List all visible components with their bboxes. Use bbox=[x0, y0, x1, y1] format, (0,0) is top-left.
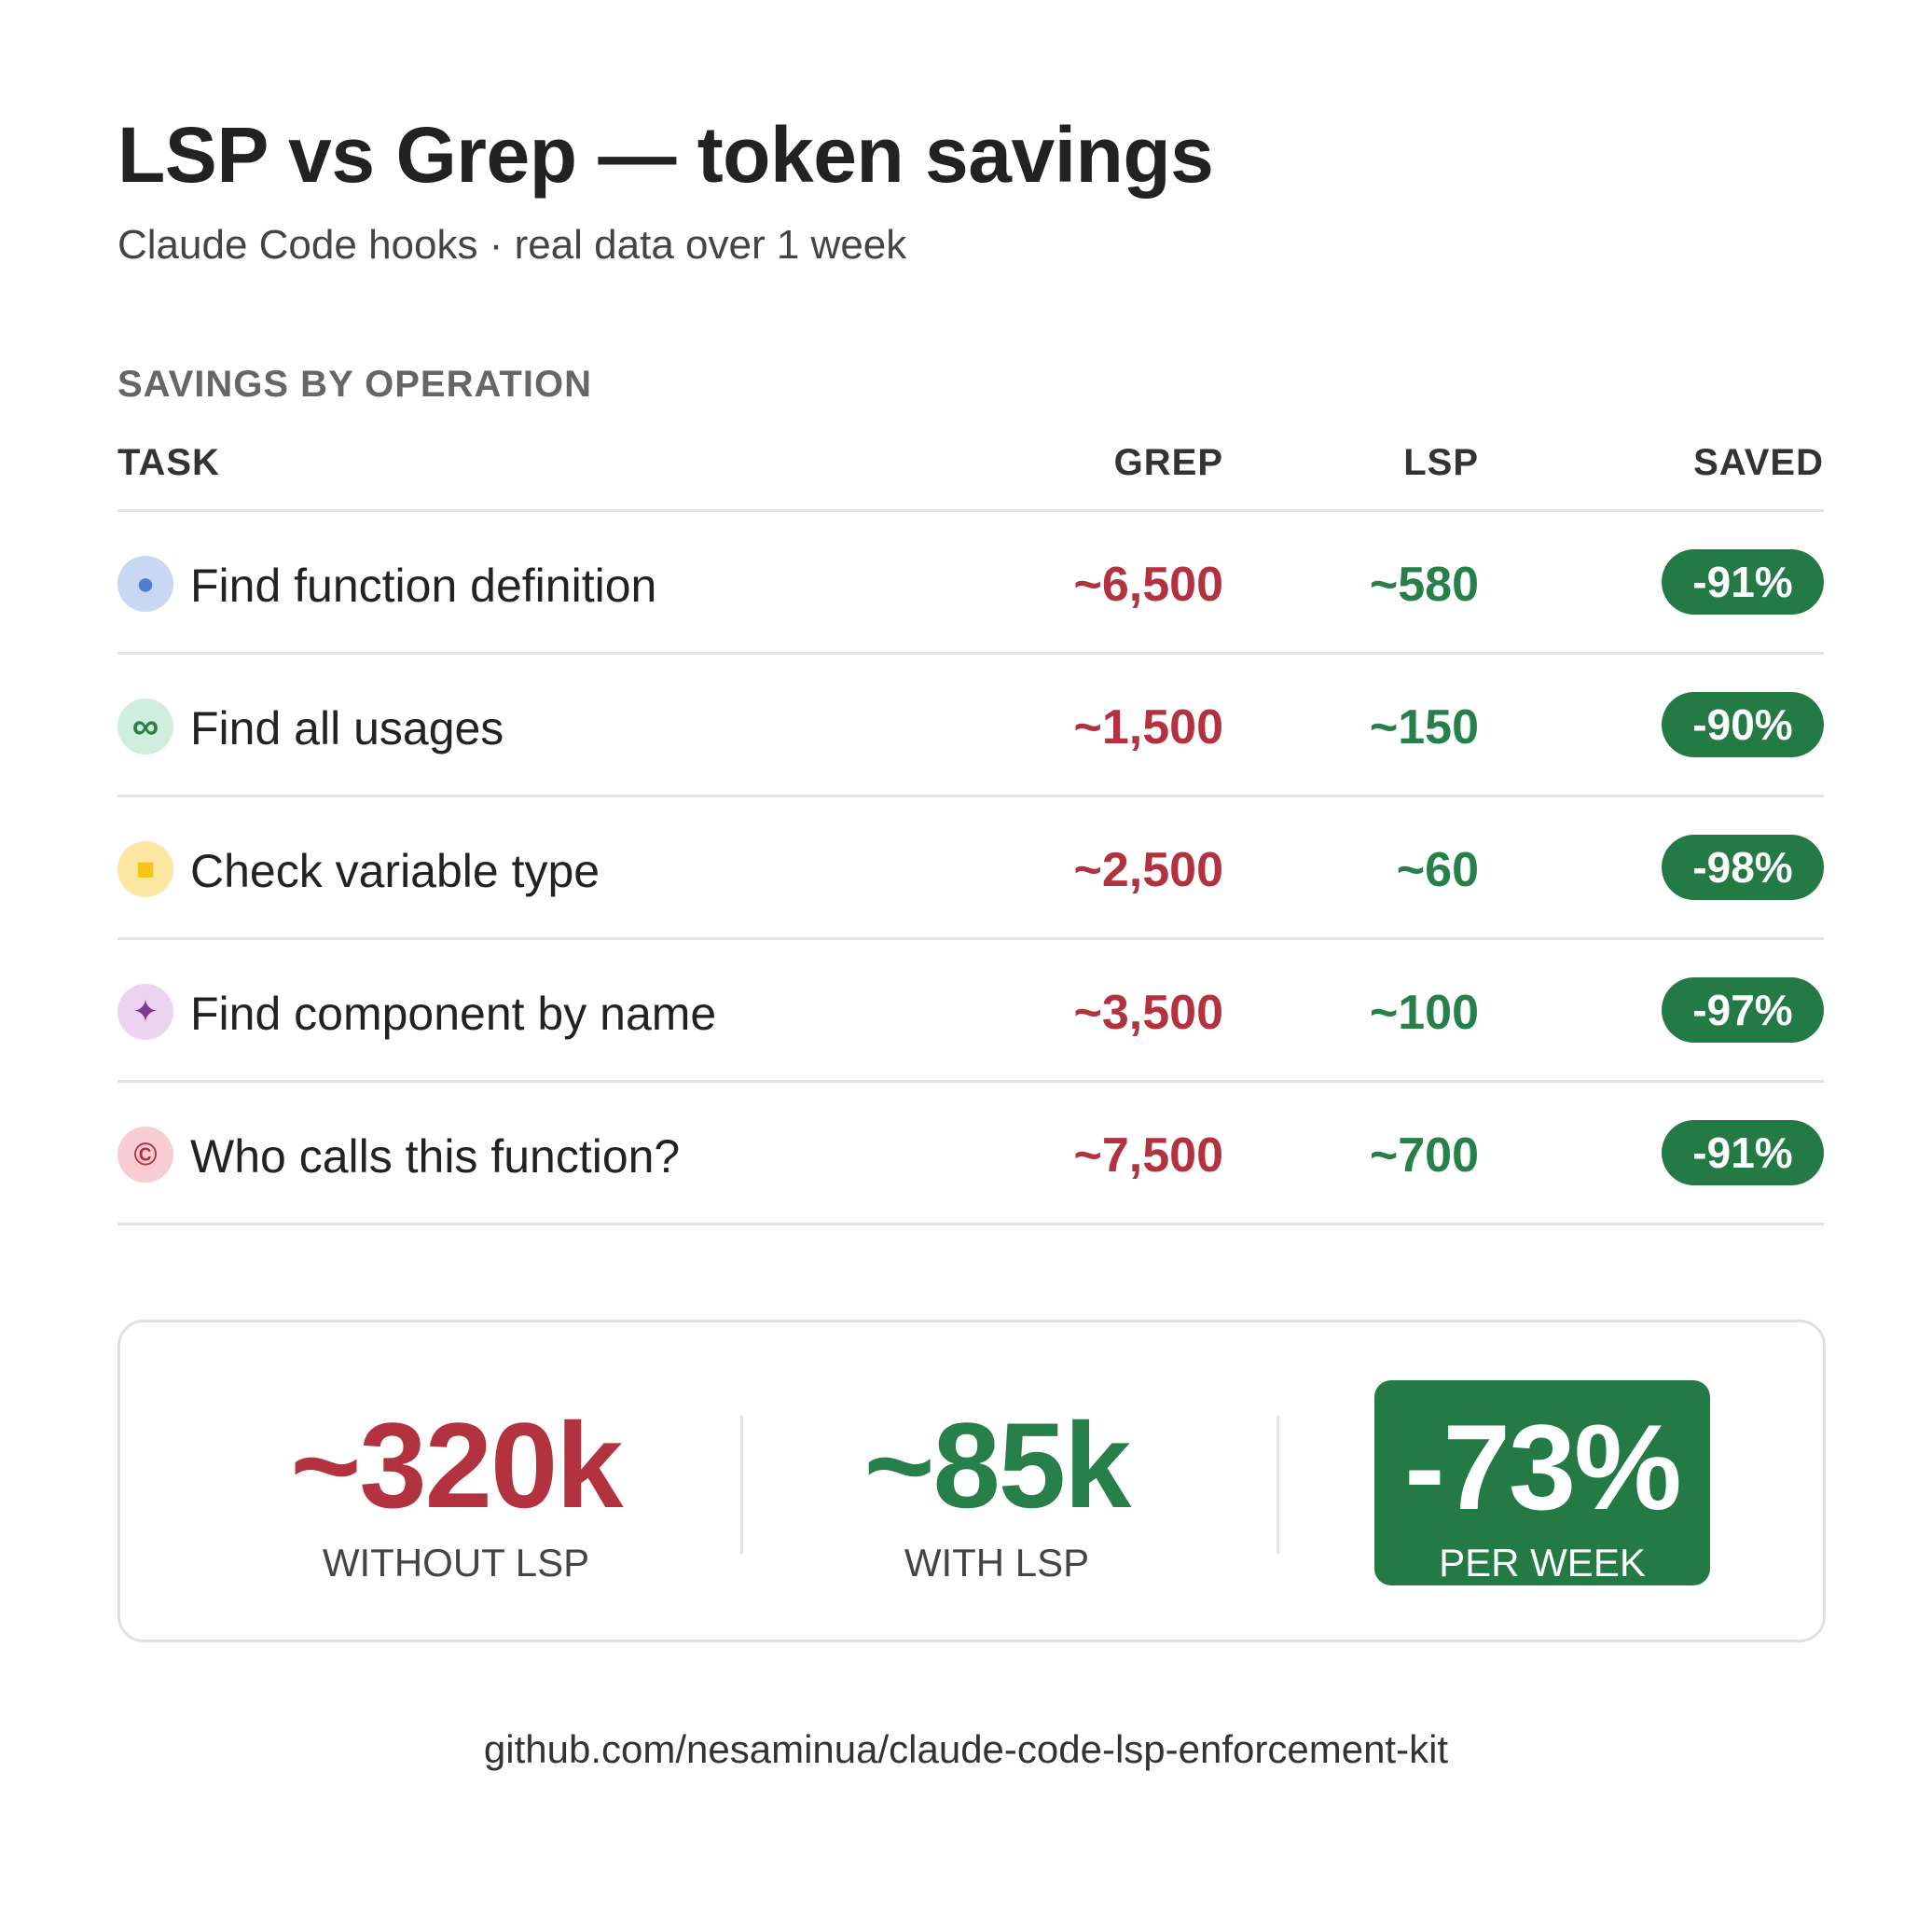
lsp-token-count: ~150 bbox=[1369, 700, 1479, 754]
task-label: Check variable type bbox=[190, 845, 600, 897]
saved-percent-badge: -98% bbox=[1662, 835, 1824, 900]
savings-table: TASK GREP LSP SAVED ● Find function defin… bbox=[117, 429, 1824, 1225]
page-title: LSP vs Grep — token savings bbox=[117, 111, 1214, 199]
lsp-token-count: ~580 bbox=[1369, 558, 1479, 612]
saved-per-week-label: PER WEEK bbox=[1439, 1541, 1646, 1585]
caller-icon: © bbox=[117, 1127, 173, 1183]
saved-percent-badge: -97% bbox=[1662, 977, 1824, 1043]
infinity-icon: ∞ bbox=[117, 699, 173, 754]
column-header-saved: SAVED bbox=[1693, 442, 1824, 483]
task-label: Find function definition bbox=[190, 560, 657, 612]
section-label: SAVINGS BY OPERATION bbox=[117, 364, 592, 405]
table-row: ∞ Find all usages ~1,500 ~150 -90% bbox=[117, 655, 1824, 797]
saved-per-week-value: -73% bbox=[1404, 1399, 1681, 1535]
without-lsp-label: WITHOUT LSP bbox=[322, 1541, 590, 1585]
grep-token-count: ~1,500 bbox=[1073, 700, 1224, 754]
yellow-square-icon: ■ bbox=[117, 841, 173, 897]
stat-saved-per-week: -73% PER WEEK bbox=[1374, 1380, 1710, 1585]
task-label: Who calls this function? bbox=[190, 1130, 681, 1183]
saved-percent-badge: -91% bbox=[1662, 1120, 1824, 1185]
grep-token-count: ~6,500 bbox=[1073, 558, 1224, 612]
repo-link[interactable]: github.com/nesaminua/claude-code-lsp-enf… bbox=[483, 1727, 1449, 1771]
task-label: Find component by name bbox=[190, 988, 717, 1040]
table-row: © Who calls this function? ~7,500 ~700 -91% bbox=[117, 1083, 1824, 1225]
summary-divider bbox=[740, 1416, 743, 1554]
without-lsp-value: ~320k bbox=[290, 1397, 623, 1533]
grep-token-count: ~7,500 bbox=[1073, 1128, 1224, 1183]
table-row: ■ Check variable type ~2,500 ~60 -98% bbox=[117, 797, 1824, 940]
stat-without-lsp: ~320k WITHOUT LSP bbox=[232, 1322, 680, 1640]
sparkle-icon: ✦ bbox=[117, 984, 173, 1040]
with-lsp-label: WITH LSP bbox=[904, 1541, 1090, 1585]
column-header-task: TASK bbox=[117, 442, 220, 483]
table-row: ● Find function definition ~6,500 ~580 -91% bbox=[117, 512, 1824, 655]
table-header: TASK GREP LSP SAVED bbox=[117, 429, 1824, 512]
saved-percent-badge: -91% bbox=[1662, 549, 1824, 615]
table-body: ● Find function definition ~6,500 ~580 -91% ∞… bbox=[117, 512, 1824, 1225]
page-subtitle: Claude Code hooks · real data over 1 wee… bbox=[117, 222, 907, 268]
blue-dot-icon: ● bbox=[117, 556, 173, 612]
summary-divider bbox=[1276, 1416, 1279, 1554]
saved-percent-badge: -90% bbox=[1662, 692, 1824, 757]
weekly-summary-card: ~320k WITHOUT LSP ~85k WITH LSP -73% PER… bbox=[117, 1320, 1826, 1642]
grep-token-count: ~3,500 bbox=[1073, 986, 1224, 1040]
lsp-token-count: ~60 bbox=[1396, 843, 1479, 897]
table-row: ✦ Find component by name ~3,500 ~100 -97% bbox=[117, 940, 1824, 1083]
lsp-token-count: ~700 bbox=[1369, 1128, 1479, 1183]
task-label: Find all usages bbox=[190, 702, 504, 754]
grep-token-count: ~2,500 bbox=[1073, 843, 1224, 897]
lsp-token-count: ~100 bbox=[1369, 986, 1479, 1040]
with-lsp-value: ~85k bbox=[863, 1397, 1132, 1533]
column-header-lsp: LSP bbox=[1403, 442, 1479, 483]
stat-with-lsp: ~85k WITH LSP bbox=[792, 1322, 1202, 1640]
column-header-grep: GREP bbox=[1113, 442, 1223, 483]
